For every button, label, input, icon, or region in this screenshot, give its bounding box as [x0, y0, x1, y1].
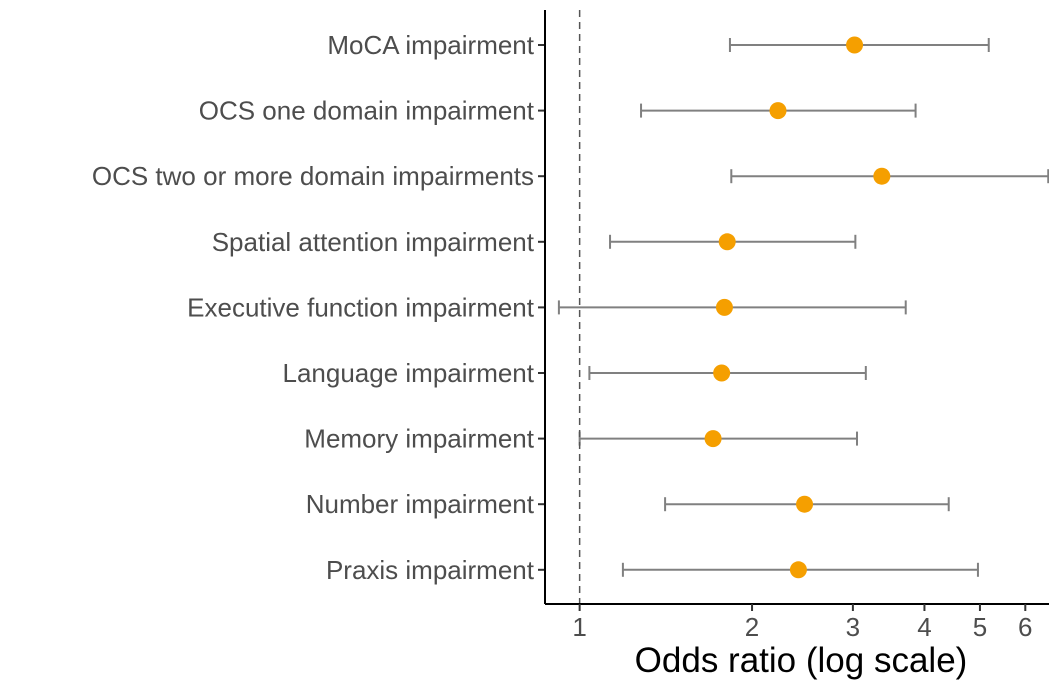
x-tick-label: 3	[846, 612, 860, 642]
x-tick-label: 6	[1018, 612, 1032, 642]
forest-row: OCS one domain impairment	[199, 96, 917, 126]
y-tick-label: Spatial attention impairment	[212, 227, 535, 257]
rows-layer: MoCA impairment OCS one domain impairment…	[92, 30, 1049, 585]
odds-ratio-point	[715, 298, 733, 316]
x-tick-label: 1	[572, 612, 586, 642]
odds-ratio-point	[718, 233, 736, 251]
forest-row: Executive function impairment	[187, 292, 907, 322]
forest-row: Memory impairment	[304, 424, 859, 454]
odds-ratio-point	[796, 495, 814, 513]
odds-ratio-point	[873, 167, 891, 185]
odds-ratio-point	[713, 364, 731, 382]
forest-row: Praxis impairment	[326, 555, 979, 585]
forest-row: Spatial attention impairment	[212, 227, 857, 257]
y-tick-label: Praxis impairment	[326, 555, 535, 585]
x-axis-title: Odds ratio (log scale)	[635, 641, 968, 680]
forest-row: Language impairment	[283, 358, 867, 388]
odds-ratio-point	[789, 561, 807, 579]
x-tick-label: 5	[973, 612, 987, 642]
y-tick-label: MoCA impairment	[327, 30, 534, 60]
y-tick-label: OCS one domain impairment	[199, 96, 535, 126]
y-tick-label: Memory impairment	[304, 424, 534, 454]
x-ticks: 1 2 3 4 5 6	[572, 604, 1033, 642]
x-tick-label: 4	[917, 612, 931, 642]
odds-ratio-point	[846, 36, 864, 54]
forest-row: MoCA impairment	[327, 30, 990, 60]
odds-ratio-point	[704, 430, 722, 448]
y-tick-label: Executive function impairment	[187, 292, 535, 322]
forest-row: OCS two or more domain impairments	[92, 161, 1049, 191]
forest-row: Number impairment	[306, 489, 950, 519]
y-tick-label: Language impairment	[283, 358, 535, 388]
odds-ratio-point	[769, 102, 787, 120]
y-tick-label: Number impairment	[306, 489, 535, 519]
x-tick-label: 2	[745, 612, 759, 642]
y-tick-label: OCS two or more domain impairments	[92, 161, 534, 191]
